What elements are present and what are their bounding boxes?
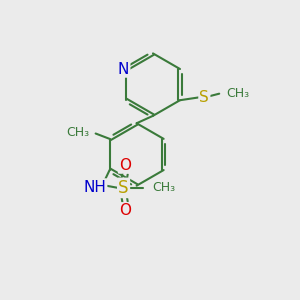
Text: S: S (118, 179, 129, 197)
Text: N: N (118, 61, 129, 76)
Text: O: O (119, 203, 131, 218)
Text: CH₃: CH₃ (67, 126, 90, 140)
Text: CH₃: CH₃ (152, 182, 176, 194)
Text: S: S (200, 90, 209, 105)
Text: NH: NH (83, 179, 106, 194)
Text: CH₃: CH₃ (227, 87, 250, 100)
Text: O: O (119, 158, 131, 172)
